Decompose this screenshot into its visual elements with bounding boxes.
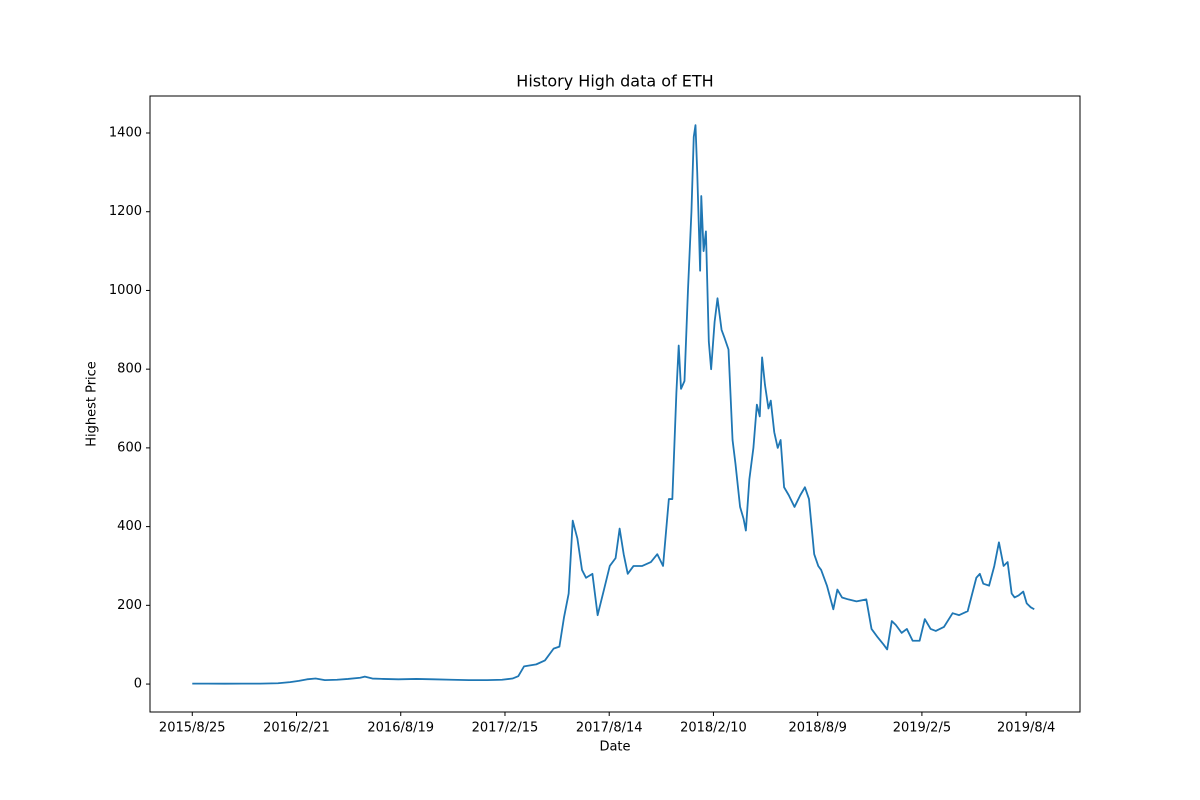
y-tick-label: 800 <box>117 362 142 377</box>
x-axis-label: Date <box>599 740 630 755</box>
y-tick-label: 1000 <box>109 283 142 298</box>
y-tick-label: 1200 <box>109 204 142 219</box>
x-tick-label: 2019/2/5 <box>893 721 951 736</box>
x-tick-label: 2019/8/4 <box>997 721 1055 736</box>
y-tick-label: 1400 <box>109 125 142 140</box>
y-tick-label: 200 <box>117 598 142 613</box>
chart-title: History High data of ETH <box>516 72 713 91</box>
plot-frame <box>149 95 1081 713</box>
y-tick-label: 600 <box>117 440 142 455</box>
x-tick-label: 2017/2/15 <box>472 721 539 736</box>
data-line <box>192 124 1035 685</box>
y-axis-label: Highest Price <box>85 361 100 447</box>
x-tick-label: 2017/8/14 <box>576 721 643 736</box>
x-tick-label: 2015/8/25 <box>159 721 226 736</box>
x-tick-label: 2016/8/19 <box>367 721 434 736</box>
x-tick-label: 2018/8/9 <box>788 721 846 736</box>
x-tick-label: 2016/2/21 <box>263 721 330 736</box>
x-tick-label: 2018/2/10 <box>680 721 747 736</box>
y-tick-label: 400 <box>117 519 142 534</box>
y-tick-label: 0 <box>134 677 142 692</box>
